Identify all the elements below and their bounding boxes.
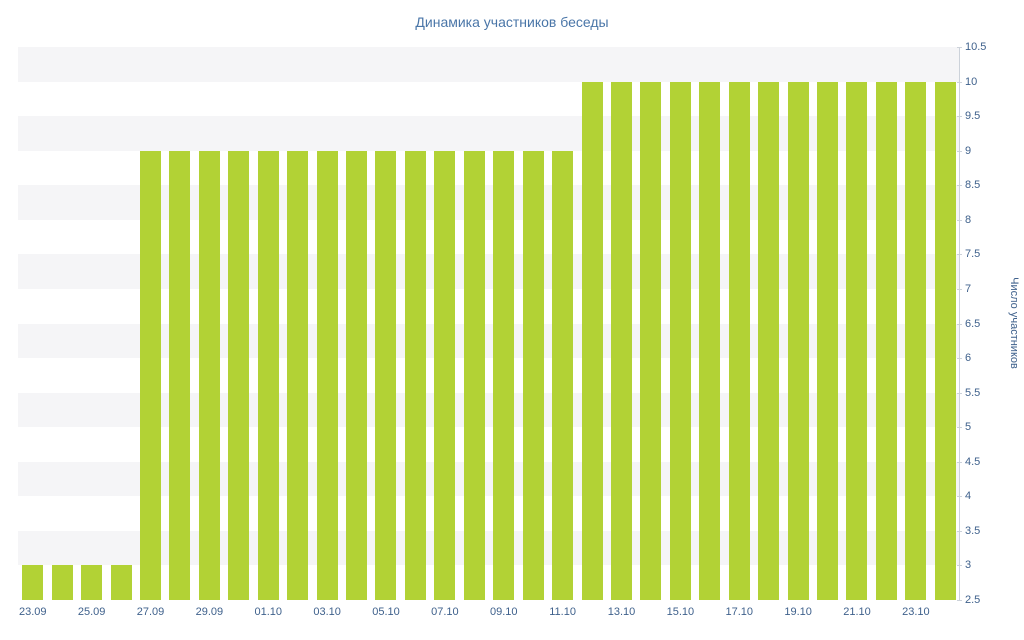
bar-01.10[interactable]	[257, 150, 279, 600]
y-tick-mark	[957, 427, 962, 429]
y-tick-label: 9.5	[965, 110, 981, 123]
bar-20.10[interactable]	[817, 81, 839, 600]
x-tick-label: 21.10	[843, 606, 871, 618]
x-tick-label: 25.09	[77, 606, 106, 618]
bar-03.10[interactable]	[316, 150, 338, 600]
bar-29.09[interactable]	[198, 150, 220, 600]
bar-28.09[interactable]	[169, 150, 191, 600]
bar-08.10[interactable]	[463, 150, 485, 600]
y-tick-mark	[957, 461, 962, 463]
y-axis-title: Число участников	[1008, 277, 1020, 369]
y-tick-mark	[957, 323, 962, 325]
y-tick-label: 3	[965, 559, 972, 572]
bar-07.10[interactable]	[434, 150, 456, 600]
y-tick-label: 5.5	[965, 386, 981, 399]
bar-15.10[interactable]	[669, 81, 691, 600]
bar-13.10[interactable]	[610, 81, 632, 600]
bar-17.10[interactable]	[728, 81, 750, 600]
bar-09.10[interactable]	[493, 150, 515, 600]
y-tick-label: 3.5	[965, 524, 981, 537]
bar-25.09[interactable]	[81, 565, 103, 600]
bar-19.10[interactable]	[787, 81, 809, 600]
x-tick-label: 09.10	[489, 606, 518, 618]
y-tick-label: 4.5	[965, 455, 981, 468]
y-tick-label: 8	[965, 213, 972, 226]
y-tick-mark	[957, 150, 962, 152]
y-tick-label: 7.5	[965, 248, 981, 261]
bar-04.10[interactable]	[346, 150, 368, 600]
x-tick-label: 11.10	[549, 606, 576, 618]
y-tick-mark	[957, 392, 962, 394]
x-tick-label: 29.09	[195, 606, 224, 618]
y-tick-mark	[957, 81, 962, 83]
bar-10.10[interactable]	[522, 150, 544, 600]
y-tick-mark	[957, 358, 962, 360]
plot-area	[18, 47, 960, 600]
y-tick-label: 2.5	[965, 594, 981, 606]
bar-21.10[interactable]	[846, 81, 868, 600]
y-tick-label: 5	[965, 421, 972, 434]
y-tick-mark	[957, 600, 962, 601]
bar-24.09[interactable]	[51, 565, 73, 600]
bar-11.10[interactable]	[552, 150, 574, 600]
x-tick-label: 23.09	[18, 606, 47, 618]
bar-23.10[interactable]	[905, 81, 927, 600]
bar-14.10[interactable]	[640, 81, 662, 600]
grid-band	[18, 47, 960, 82]
x-tick-label: 01.10	[254, 606, 282, 618]
y-tick-mark	[957, 219, 962, 221]
x-tick-label: 19.10	[784, 606, 812, 618]
y-tick-label: 6	[965, 352, 972, 365]
y-tick-label: 10	[965, 75, 978, 88]
bar-23.09[interactable]	[22, 565, 44, 600]
y-tick-label: 8.5	[965, 179, 981, 192]
y-tick-label: 9	[965, 144, 972, 157]
bar-30.09[interactable]	[228, 150, 250, 600]
bar-22.10[interactable]	[875, 81, 897, 600]
x-tick-label: 03.10	[313, 606, 341, 618]
y-tick-mark	[957, 288, 962, 290]
x-tick-label: 07.10	[431, 606, 459, 618]
bar-26.09[interactable]	[110, 565, 132, 600]
bar-24.10[interactable]	[934, 81, 956, 600]
bar-12.10[interactable]	[581, 81, 603, 600]
y-tick-mark	[957, 496, 962, 498]
x-tick-label: 15.10	[666, 606, 695, 618]
y-tick-label: 4	[965, 490, 972, 503]
bar-18.10[interactable]	[758, 81, 780, 600]
bar-16.10[interactable]	[699, 81, 721, 600]
y-tick-label: 10.5	[965, 41, 987, 53]
x-tick-label: 17.10	[725, 606, 753, 618]
bar-27.09[interactable]	[139, 150, 161, 600]
x-tick-label: 27.09	[136, 606, 165, 618]
chart-title: Динамика участников беседы	[415, 14, 609, 30]
y-tick-label: 7	[965, 282, 972, 295]
bar-05.10[interactable]	[375, 150, 397, 600]
y-tick-mark	[957, 254, 962, 256]
bar-06.10[interactable]	[404, 150, 426, 600]
x-tick-label: 05.10	[372, 606, 400, 618]
y-tick-mark	[957, 47, 962, 48]
x-tick-label: 23.10	[902, 606, 930, 618]
y-tick-mark	[957, 565, 962, 567]
y-tick-mark	[957, 116, 962, 118]
y-tick-mark	[957, 530, 962, 532]
x-tick-label: 13.10	[607, 606, 636, 618]
y-tick-mark	[957, 185, 962, 187]
bar-02.10[interactable]	[287, 150, 309, 600]
y-tick-label: 6.5	[965, 317, 981, 330]
